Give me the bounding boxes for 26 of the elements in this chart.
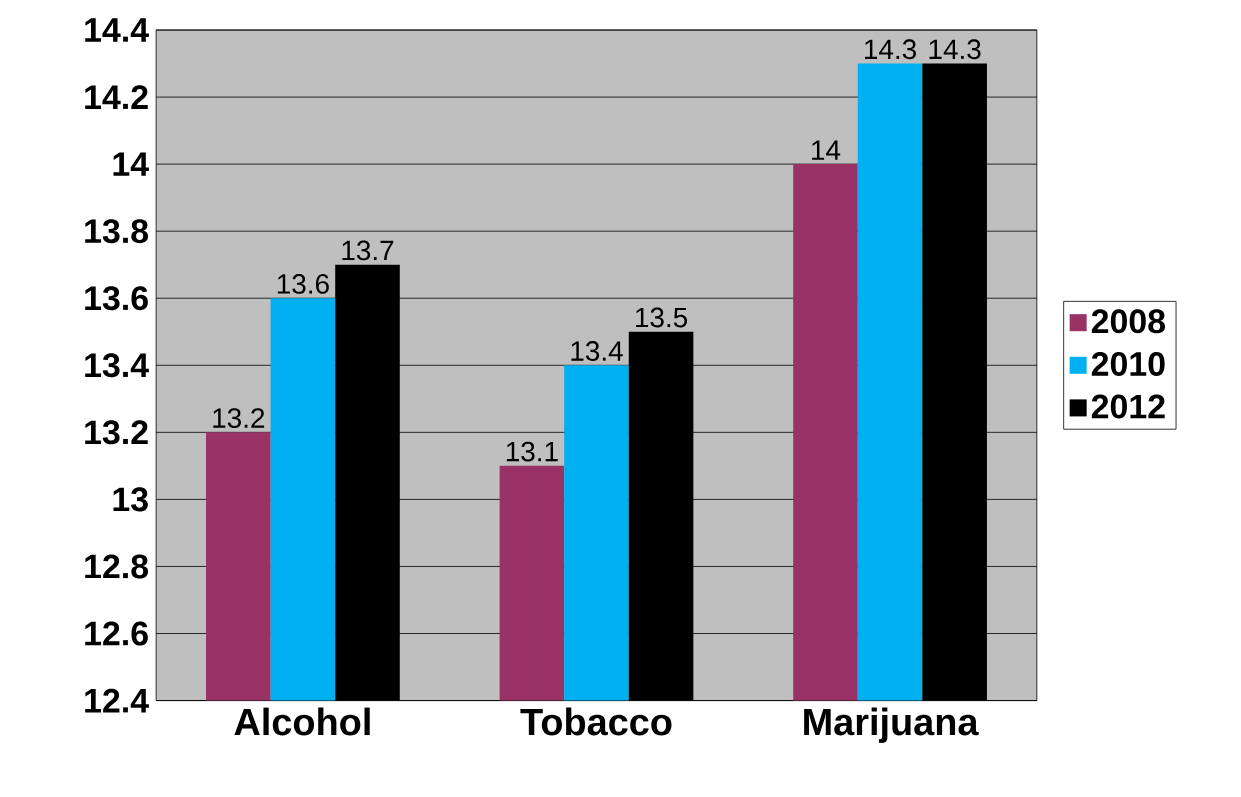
data-label: 14	[812, 140, 841, 160]
x-tick-label: Alcohol	[234, 707, 370, 736]
data-label: 13.6	[277, 274, 329, 295]
legend-label: 2008	[1091, 309, 1166, 334]
data-label: 13.5	[636, 307, 688, 328]
legend-label: 2010	[1091, 352, 1165, 377]
data-label: 14.3	[865, 39, 916, 60]
data-label: 14.3	[929, 39, 981, 60]
y-tick-label: 13.8	[85, 219, 149, 244]
y-tick-label: 12.6	[85, 621, 148, 646]
y-tick-label: 12.8	[85, 554, 149, 579]
y-tick-label: 14.2	[85, 85, 148, 110]
legend-label: 2012	[1091, 394, 1165, 419]
y-tick-label: 13.2	[85, 420, 148, 445]
y-tick-label: 13.4	[85, 353, 149, 378]
data-label: 13.2	[213, 408, 265, 429]
x-tick-label: Tobacco	[520, 707, 672, 736]
data-label: 13.4	[571, 341, 623, 362]
x-tick-label: Marijuana	[804, 707, 979, 744]
data-label: 13.7	[342, 240, 394, 261]
y-tick-label: 13	[113, 487, 148, 512]
y-tick-label: 13.6	[85, 286, 148, 311]
y-tick-label: 14	[113, 152, 149, 176]
data-label: 13.1	[506, 441, 558, 462]
y-tick-label: 12.4	[85, 688, 149, 713]
y-tick-label: 14.4	[85, 18, 149, 42]
